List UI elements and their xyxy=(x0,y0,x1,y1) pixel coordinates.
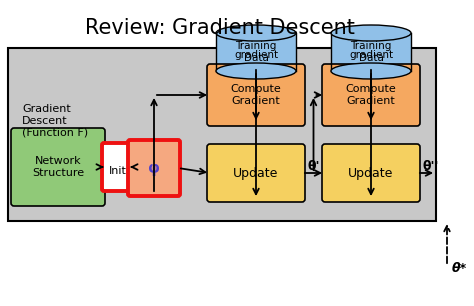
Text: gradient: gradient xyxy=(349,50,393,60)
Bar xyxy=(8,48,436,221)
FancyBboxPatch shape xyxy=(322,144,420,202)
Ellipse shape xyxy=(216,63,296,79)
Text: Update: Update xyxy=(233,166,279,180)
Text: Compute
Gradient: Compute Gradient xyxy=(231,84,282,106)
Ellipse shape xyxy=(216,25,296,41)
FancyBboxPatch shape xyxy=(102,143,162,191)
Text: Init: Init xyxy=(109,166,127,176)
Text: θ*: θ* xyxy=(452,262,467,274)
Ellipse shape xyxy=(331,25,411,41)
Text: Training
Data: Training Data xyxy=(350,41,392,63)
FancyBboxPatch shape xyxy=(11,128,105,206)
Text: θ': θ' xyxy=(308,159,320,173)
FancyBboxPatch shape xyxy=(322,64,420,126)
Text: Compute
Gradient: Compute Gradient xyxy=(346,84,396,106)
Text: Gradient
Descent
(Function F): Gradient Descent (Function F) xyxy=(22,104,88,138)
FancyBboxPatch shape xyxy=(207,144,305,202)
Text: gradient: gradient xyxy=(234,50,278,60)
Text: θ'': θ'' xyxy=(423,159,439,173)
FancyBboxPatch shape xyxy=(128,140,180,196)
Text: φ: φ xyxy=(148,161,160,176)
Text: Network
Structure: Network Structure xyxy=(32,156,84,178)
Ellipse shape xyxy=(331,63,411,79)
Bar xyxy=(331,33,411,71)
FancyBboxPatch shape xyxy=(207,64,305,126)
Text: Training
Data: Training Data xyxy=(235,41,277,63)
Text: Review: Gradient Descent: Review: Gradient Descent xyxy=(85,18,355,38)
Bar xyxy=(216,33,296,71)
Text: Update: Update xyxy=(348,166,394,180)
